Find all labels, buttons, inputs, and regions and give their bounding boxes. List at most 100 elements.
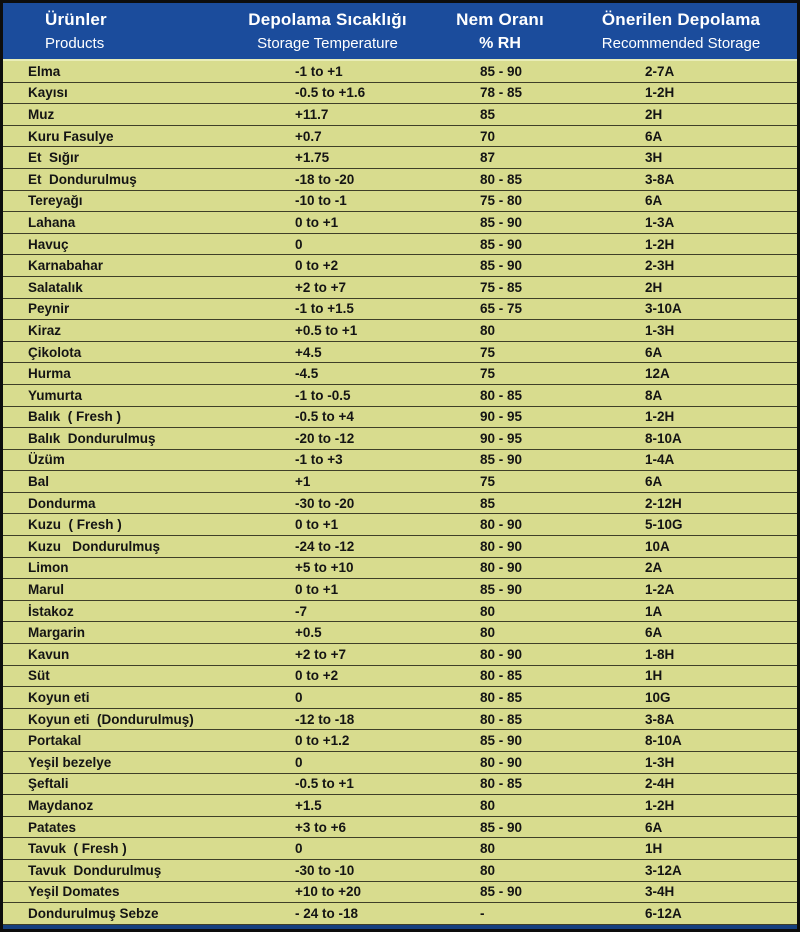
product-cell: Hurma — [28, 366, 71, 382]
header-recommended-storage-en: Recommended Storage — [601, 34, 761, 52]
humidity-cell: 78 - 85 — [480, 85, 523, 101]
temperature-cell: +3 to +6 — [295, 819, 347, 835]
table-row: Portakal 0 to +1.2 85 - 90 8-10A — [3, 730, 797, 752]
humidity-cell: 80 — [480, 797, 496, 813]
table-row: Et Sığır +1.75 87 3H — [3, 147, 797, 169]
temperature-cell: +1.5 — [295, 797, 322, 813]
storage-cell: 1-3H — [645, 754, 675, 770]
header-products-tr: Ürünler — [45, 10, 107, 30]
table-row: Yeşil Domates +10 to +20 85 - 90 3-4H — [3, 882, 797, 904]
temperature-cell: +0.5 — [295, 625, 322, 641]
humidity-cell: 85 — [480, 106, 496, 122]
product-cell: Balık Dondurulmuş — [28, 430, 156, 446]
table-header: Ürünler Products Depolama Sıcaklığı Stor… — [3, 3, 797, 61]
humidity-cell: 80 — [480, 603, 496, 619]
temperature-cell: -7 — [295, 603, 308, 619]
table-row: Marul 0 to +1 85 - 90 1-2A — [3, 579, 797, 601]
product-cell: Kayısı — [28, 85, 68, 101]
humidity-cell: 85 - 90 — [480, 214, 523, 230]
humidity-cell: 80 — [480, 322, 496, 338]
product-cell: Yeşil bezelye — [28, 754, 112, 770]
product-cell: Et Dondurulmuş — [28, 171, 137, 187]
storage-cell: 1A — [645, 603, 663, 619]
temperature-cell: -30 to -10 — [295, 862, 355, 878]
humidity-cell: 80 - 90 — [480, 538, 523, 554]
storage-cell: 1-2H — [645, 797, 675, 813]
storage-cell: 6A — [645, 625, 663, 641]
table-row: Tavuk ( Fresh ) 0 80 1H — [3, 838, 797, 860]
table-row: Yeşil bezelye 0 80 - 90 1-3H — [3, 752, 797, 774]
product-cell: Limon — [28, 560, 69, 576]
table-row: Maydanoz +1.5 80 1-2H — [3, 795, 797, 817]
product-cell: İstakoz — [28, 603, 74, 619]
temperature-cell: 0 to +1 — [295, 214, 339, 230]
product-cell: Şeftali — [28, 776, 69, 792]
table-row: Limon +5 to +10 80 - 90 2A — [3, 558, 797, 580]
bottom-strip — [3, 925, 797, 929]
product-cell: Yumurta — [28, 387, 83, 403]
storage-cell: 3H — [645, 150, 663, 166]
humidity-cell: 80 — [480, 625, 496, 641]
storage-cell: 1-4A — [645, 452, 675, 468]
temperature-cell: 0 — [295, 754, 303, 770]
humidity-cell: 75 — [480, 366, 496, 382]
table-row: Üzüm -1 to +3 85 - 90 1-4A — [3, 450, 797, 472]
product-cell: Et Sığır — [28, 150, 80, 166]
table-row: İstakoz -7 80 1A — [3, 601, 797, 623]
storage-cell: 2-3H — [645, 258, 675, 274]
storage-cell: 2-12H — [645, 495, 682, 511]
temperature-cell: +2 to +7 — [295, 279, 347, 295]
table-row: Dondurma -30 to -20 85 2-12H — [3, 493, 797, 515]
humidity-cell: - — [480, 905, 485, 921]
temperature-cell: -4.5 — [295, 366, 319, 382]
storage-cell: 1-3H — [645, 322, 675, 338]
humidity-cell: 85 — [480, 495, 496, 511]
header-products: Ürünler Products — [3, 3, 220, 59]
humidity-cell: 90 - 95 — [480, 430, 523, 446]
storage-cell: 3-12A — [645, 862, 682, 878]
table-row: Balık Dondurulmuş -20 to -12 90 - 95 8-10A — [3, 428, 797, 450]
humidity-cell: 80 - 90 — [480, 517, 523, 533]
humidity-cell: 65 - 75 — [480, 301, 523, 317]
table-body: Elma -1 to +1 85 - 90 2-7A Kayısı -0.5 to +1.… — [3, 61, 797, 925]
temperature-cell: +1 — [295, 474, 311, 490]
storage-cell: 2H — [645, 106, 663, 122]
temperature-cell: -1 to +3 — [295, 452, 343, 468]
table-row: Bal +1 75 6A — [3, 471, 797, 493]
humidity-cell: 80 - 85 — [480, 668, 523, 684]
storage-cell: 1-2A — [645, 582, 675, 598]
humidity-cell: 85 - 90 — [480, 819, 523, 835]
temperature-cell: +0.5 to +1 — [295, 322, 358, 338]
temperature-cell: +2 to +7 — [295, 646, 347, 662]
product-cell: Marul — [28, 582, 65, 598]
humidity-cell: 85 - 90 — [480, 236, 523, 252]
temperature-cell: -1 to +1 — [295, 63, 343, 79]
header-products-en: Products — [45, 34, 105, 52]
table-row: Şeftali -0.5 to +1 80 - 85 2-4H — [3, 774, 797, 796]
table-row: Çikolota +4.5 75 6A — [3, 342, 797, 364]
storage-cell: 8-10A — [645, 430, 682, 446]
humidity-cell: 85 - 90 — [480, 582, 523, 598]
temperature-cell: -24 to -12 — [295, 538, 355, 554]
header-humidity-tr: Nem Oranı — [456, 9, 544, 29]
storage-cell: 2A — [645, 560, 663, 576]
humidity-cell: 75 — [480, 474, 496, 490]
storage-cell: 3-10A — [645, 301, 682, 317]
header-recommended-storage: Önerilen Depolama Recommended Storage — [565, 3, 797, 59]
product-cell: Maydanoz — [28, 797, 94, 813]
table-row: Koyun eti 0 80 - 85 10G — [3, 687, 797, 709]
storage-cell: 2-4H — [645, 776, 675, 792]
storage-cell: 10A — [645, 538, 670, 554]
storage-cell: 3-8A — [645, 171, 675, 187]
storage-cell: 8A — [645, 387, 663, 403]
product-cell: Tavuk Dondurulmuş — [28, 862, 162, 878]
temperature-cell: - 24 to -18 — [295, 905, 359, 921]
temperature-cell: -1 to -0.5 — [295, 387, 351, 403]
storage-cell: 1-3A — [645, 214, 675, 230]
table-row: Muz +11.7 85 2H — [3, 104, 797, 126]
table-row: Balık ( Fresh ) -0.5 to +4 90 - 95 1-2H — [3, 407, 797, 429]
humidity-cell: 85 - 90 — [480, 884, 523, 900]
temperature-cell: -10 to -1 — [295, 193, 347, 209]
table-row: Havuç 0 85 - 90 1-2H — [3, 234, 797, 256]
humidity-cell: 75 - 85 — [480, 279, 523, 295]
